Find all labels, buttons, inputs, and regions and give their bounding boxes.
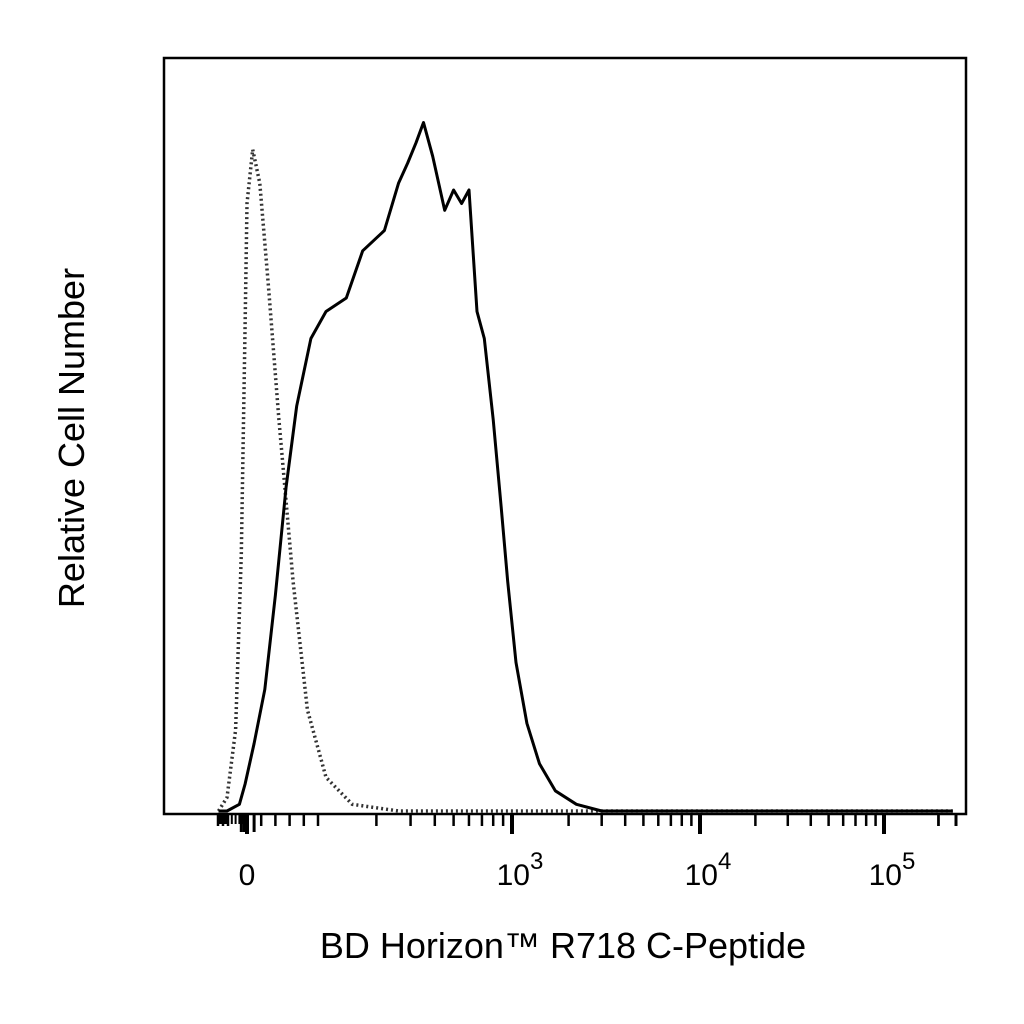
plot-frame <box>162 56 968 816</box>
y-axis-label: Relative Cell Number <box>51 268 92 608</box>
solid-series-line <box>218 121 953 813</box>
x-axis-ticks <box>216 814 958 834</box>
x-tick-label: 104 <box>685 848 732 892</box>
x-tick-label: 105 <box>869 848 916 892</box>
dotted-series-line <box>217 147 953 813</box>
x-axis-label: BD Horizon™ R718 C-Peptide <box>320 925 806 966</box>
x-tick-label: 0 <box>239 859 256 892</box>
x-axis-tick-labels: 0 103 104 105 <box>239 848 916 892</box>
x-tick-label: 103 <box>497 848 544 892</box>
series-group <box>217 121 953 813</box>
